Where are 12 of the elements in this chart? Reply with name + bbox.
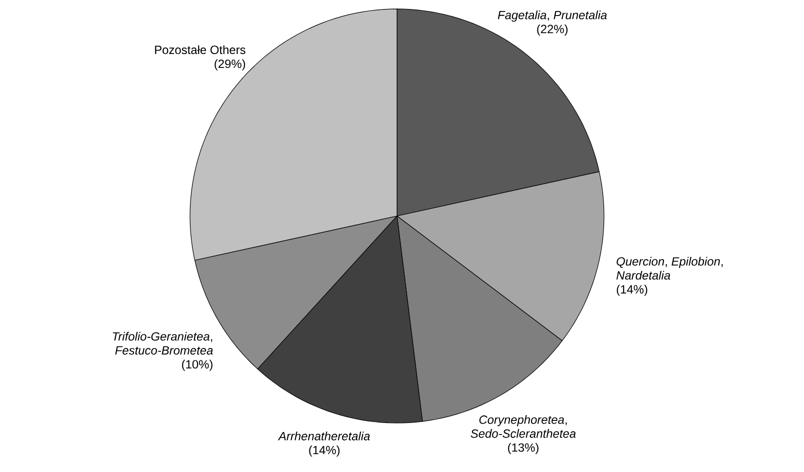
slice-label: Corynephoretea, Sedo-Scleranthetea bbox=[470, 415, 576, 438]
category-label: Quercion, Epilobion, Nardetalia bbox=[616, 256, 723, 280]
data-label: (10%) bbox=[182, 360, 212, 371]
data-label: (29%) bbox=[214, 59, 246, 70]
slice-label: Fagetalia, Prunetalia bbox=[498, 10, 607, 22]
slice-label: Trifolio-Geranietea, Festuco-Brometea bbox=[112, 332, 213, 355]
data-label: (22%) bbox=[537, 24, 568, 36]
slice-label: Arrhenatheretalia bbox=[278, 432, 370, 440]
data-label: (13%) bbox=[508, 443, 538, 454]
data-label: (14%) bbox=[309, 446, 340, 457]
data-label: (14%) bbox=[616, 284, 648, 296]
slice-label: Pozostałe Others bbox=[155, 45, 246, 54]
